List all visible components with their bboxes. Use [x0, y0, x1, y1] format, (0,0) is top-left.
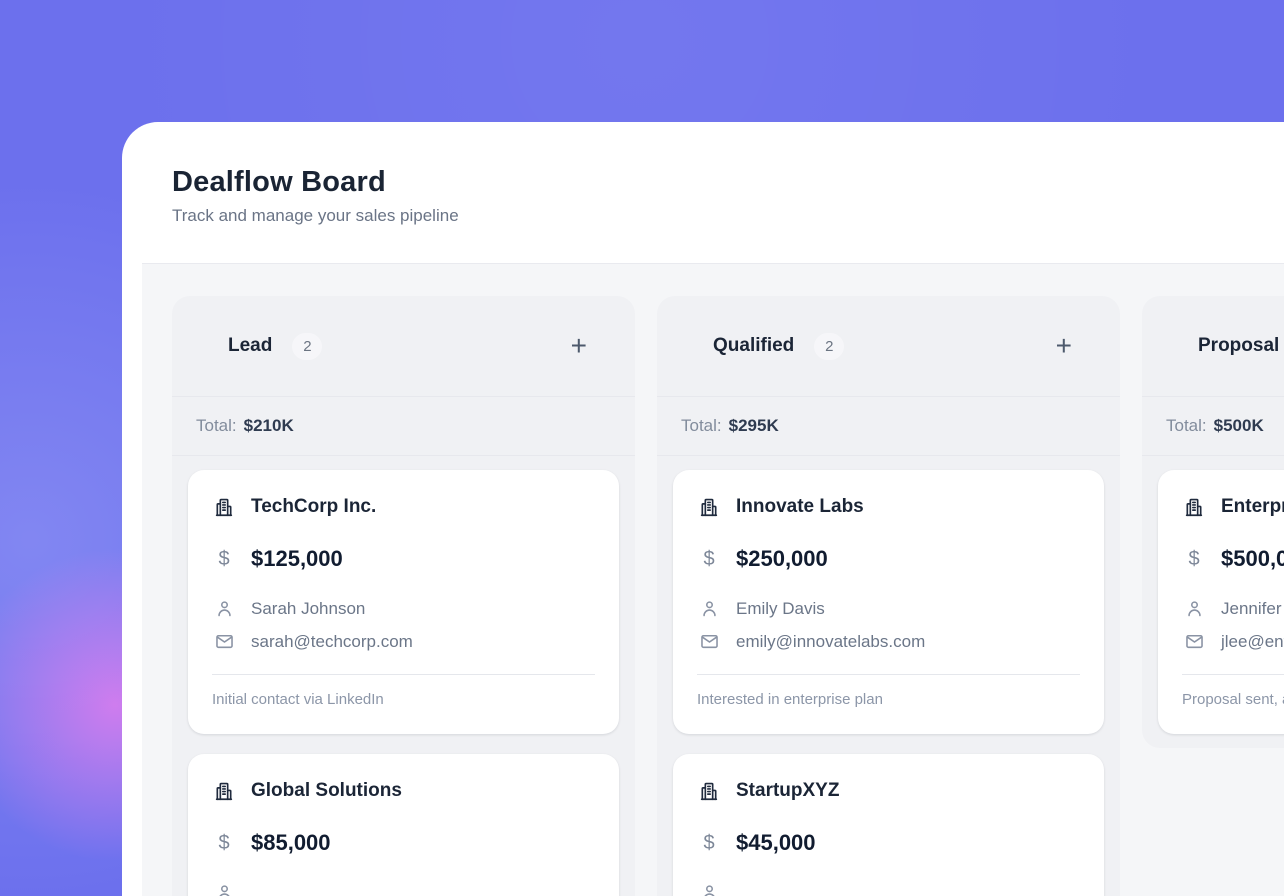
deal-value: $125,000	[251, 546, 343, 571]
total-value: $295K	[728, 416, 779, 435]
total-value: $210K	[243, 416, 294, 435]
column-count-badge: 2	[814, 332, 845, 360]
deal-value: $45,000	[736, 830, 816, 855]
total-label: Total:	[196, 416, 237, 435]
dollar-icon: $	[1188, 547, 1200, 570]
column-title: Proposal	[1198, 335, 1280, 356]
card-note: Interested in enterprise plan	[697, 691, 883, 708]
email-row: sarah@techcorp.com	[212, 631, 595, 652]
user-icon	[697, 882, 721, 896]
company-row: Global Solutions	[212, 780, 595, 802]
email-row: emily@innovatelabs.com	[697, 631, 1080, 652]
column-header: Proposal 1 +	[1142, 296, 1284, 396]
dollar-icon: $	[703, 831, 715, 854]
building-icon	[697, 780, 721, 802]
company-row: Enterprise Corp	[1182, 496, 1284, 518]
page-title: Dealflow Board	[172, 166, 386, 198]
user-icon	[212, 882, 236, 896]
board-scroll-area[interactable]: Lead 2 + Total: $210K TechCorp Inc.	[142, 263, 1284, 896]
user-icon	[1182, 598, 1206, 619]
column-lead: Lead 2 + Total: $210K TechCorp Inc.	[172, 296, 635, 896]
add-card-button[interactable]: +	[1052, 332, 1076, 360]
value-row: $ $85,000	[212, 830, 595, 856]
contact-name: Jennifer Lee	[1221, 598, 1284, 618]
company-name: Global Solutions	[251, 780, 402, 801]
cards-list: Enterprise Corp $ $500,000 Jennifer Lee	[1142, 456, 1284, 748]
card-divider	[697, 674, 1080, 675]
value-row: $ $500,000	[1182, 546, 1284, 572]
user-icon	[697, 598, 721, 619]
company-row: Innovate Labs	[697, 496, 1080, 518]
column-title: Lead	[228, 335, 273, 356]
deal-card[interactable]: Enterprise Corp $ $500,000 Jennifer Lee	[1158, 470, 1284, 734]
cards-list: TechCorp Inc. $ $125,000 Sarah Johnson	[172, 456, 635, 896]
company-name: StartupXYZ	[736, 780, 840, 801]
total-label: Total:	[681, 416, 722, 435]
contact-email: sarah@techcorp.com	[251, 631, 413, 651]
add-card-button[interactable]: +	[567, 332, 591, 360]
dollar-icon: $	[218, 831, 230, 854]
contact-row: Sarah Johnson	[212, 598, 595, 619]
dollar-icon: $	[218, 547, 230, 570]
building-icon	[212, 496, 236, 518]
deal-value: $500,000	[1221, 546, 1284, 571]
mail-icon	[212, 631, 236, 652]
dollar-icon: $	[703, 547, 715, 570]
company-row: StartupXYZ	[697, 780, 1080, 802]
building-icon	[1182, 496, 1206, 518]
contact-row: Emily Davis	[697, 598, 1080, 619]
column-total-row: Total: $210K	[172, 396, 635, 456]
contact-row	[697, 882, 1080, 896]
contact-email: emily@innovatelabs.com	[736, 631, 926, 651]
value-row: $ $250,000	[697, 546, 1080, 572]
main-panel: Dealflow Board Track and manage your sal…	[122, 122, 1284, 896]
company-row: TechCorp Inc.	[212, 496, 595, 518]
building-icon	[697, 496, 721, 518]
column-qualified: Qualified 2 + Total: $295K Innovate Labs	[657, 296, 1120, 896]
cards-list: Innovate Labs $ $250,000 Emily Davis	[657, 456, 1120, 896]
card-note: Initial contact via LinkedIn	[212, 691, 384, 708]
column-total-row: Total: $500K	[1142, 396, 1284, 456]
total-label: Total:	[1166, 416, 1207, 435]
column-proposal: Proposal 1 + Total: $500K Enterprise Cor…	[1142, 296, 1284, 748]
deal-card[interactable]: Global Solutions $ $85,000	[188, 754, 619, 896]
card-note: Proposal sent, awaiting review	[1182, 691, 1284, 708]
column-header: Lead 2 +	[172, 296, 635, 396]
contact-name: Sarah Johnson	[251, 598, 366, 618]
page-header: Dealflow Board Track and manage your sal…	[142, 122, 1284, 263]
column-total-row: Total: $295K	[657, 396, 1120, 456]
value-row: $ $125,000	[212, 546, 595, 572]
mail-icon	[697, 631, 721, 652]
company-name: TechCorp Inc.	[251, 496, 377, 517]
column-header: Qualified 2 +	[657, 296, 1120, 396]
total-value: $500K	[1213, 416, 1264, 435]
deal-value: $85,000	[251, 830, 331, 855]
card-divider	[1182, 674, 1284, 675]
deal-card[interactable]: Innovate Labs $ $250,000 Emily Davis	[673, 470, 1104, 734]
contact-email: jlee@enterprise.com	[1221, 631, 1284, 651]
card-divider	[212, 674, 595, 675]
contact-row	[212, 882, 595, 896]
contact-row: Jennifer Lee	[1182, 598, 1284, 619]
column-title: Qualified	[713, 335, 795, 356]
company-name: Innovate Labs	[736, 496, 864, 517]
deal-card[interactable]: StartupXYZ $ $45,000	[673, 754, 1104, 896]
page-subtitle: Track and manage your sales pipeline	[172, 206, 459, 225]
email-row: jlee@enterprise.com	[1182, 631, 1284, 652]
mail-icon	[1182, 631, 1206, 652]
value-row: $ $45,000	[697, 830, 1080, 856]
deal-value: $250,000	[736, 546, 828, 571]
contact-name: Emily Davis	[736, 598, 825, 618]
deal-card[interactable]: TechCorp Inc. $ $125,000 Sarah Johnson	[188, 470, 619, 734]
user-icon	[212, 598, 236, 619]
company-name: Enterprise Corp	[1221, 496, 1284, 517]
column-count-badge: 2	[292, 332, 323, 360]
building-icon	[212, 780, 236, 802]
